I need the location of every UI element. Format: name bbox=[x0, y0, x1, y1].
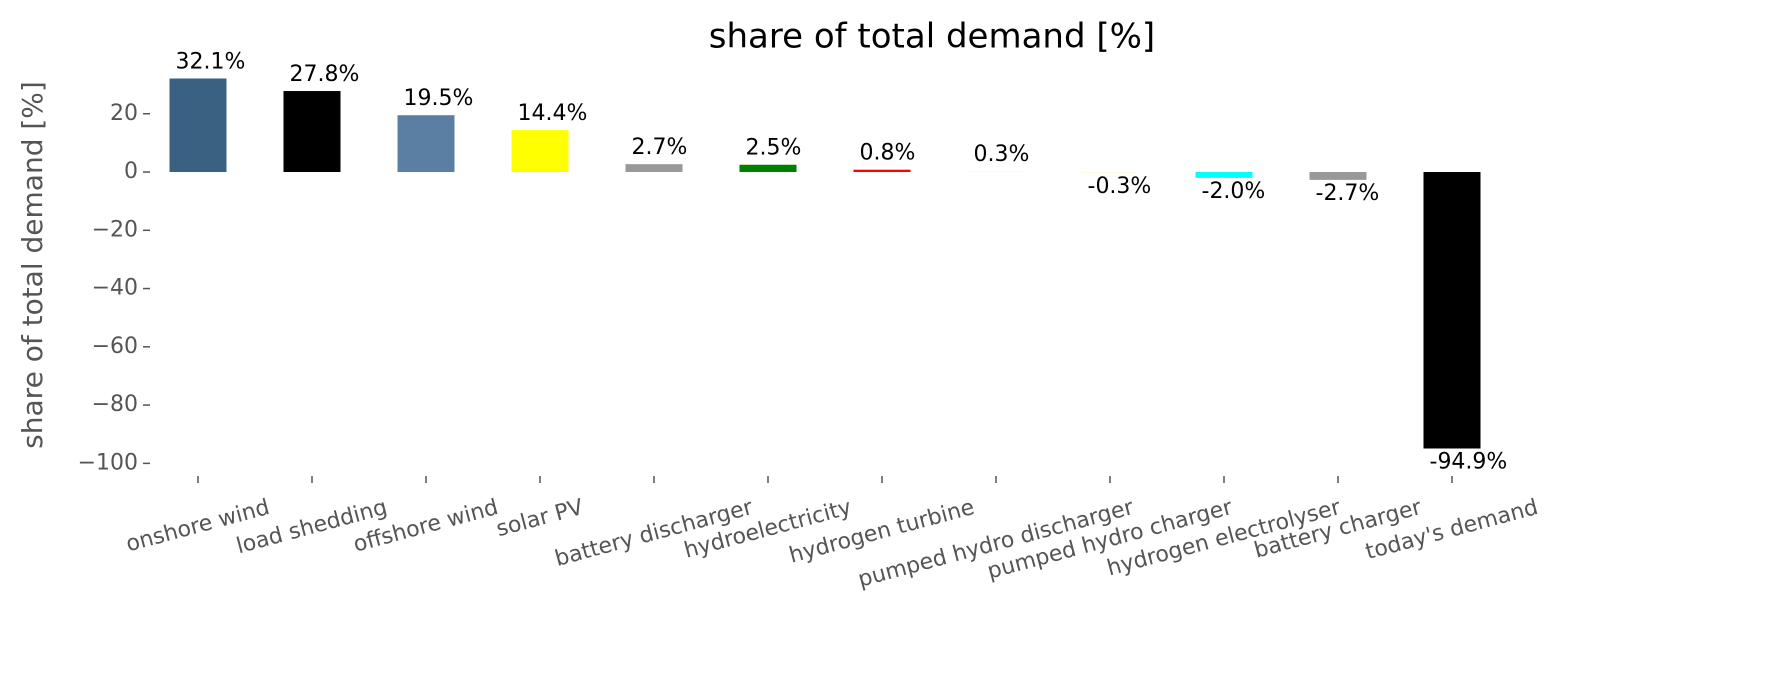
value-label: -2.7% bbox=[1316, 181, 1380, 206]
y-tick-label: −100 bbox=[78, 450, 138, 475]
bar bbox=[169, 78, 227, 173]
value-label: 0.8% bbox=[860, 141, 916, 166]
value-label: 27.8% bbox=[290, 62, 360, 87]
bar bbox=[853, 169, 911, 173]
bar bbox=[1423, 172, 1481, 449]
chart-title: share of total demand [%] bbox=[709, 17, 1155, 57]
value-label: 2.5% bbox=[746, 136, 802, 161]
y-tick-label: −40 bbox=[92, 276, 138, 301]
value-label: -0.3% bbox=[1088, 174, 1152, 199]
bar bbox=[739, 164, 797, 173]
y-tick-label: 20 bbox=[110, 101, 138, 126]
bar bbox=[397, 115, 455, 173]
value-label: 19.5% bbox=[404, 86, 474, 111]
bar bbox=[625, 164, 683, 173]
bar bbox=[283, 91, 341, 173]
value-label: -94.9% bbox=[1430, 450, 1508, 475]
bar bbox=[1195, 172, 1253, 178]
bar bbox=[511, 130, 569, 173]
value-label: 14.4% bbox=[518, 101, 588, 126]
value-label: 32.1% bbox=[176, 50, 246, 75]
y-tick-label: 0 bbox=[124, 159, 138, 184]
y-tick-label: −80 bbox=[92, 392, 138, 417]
y-tick-label: −60 bbox=[92, 334, 138, 359]
x-tick-label: solar PV bbox=[494, 495, 586, 542]
value-label: -2.0% bbox=[1202, 179, 1266, 204]
value-label: 0.3% bbox=[974, 142, 1030, 167]
bar bbox=[1309, 172, 1367, 180]
value-label: 2.7% bbox=[632, 135, 688, 160]
bar bbox=[967, 171, 1025, 173]
y-axis-label: share of total demand [%] bbox=[16, 81, 49, 449]
bar bbox=[1081, 172, 1139, 173]
y-tick-label: −20 bbox=[92, 217, 138, 242]
